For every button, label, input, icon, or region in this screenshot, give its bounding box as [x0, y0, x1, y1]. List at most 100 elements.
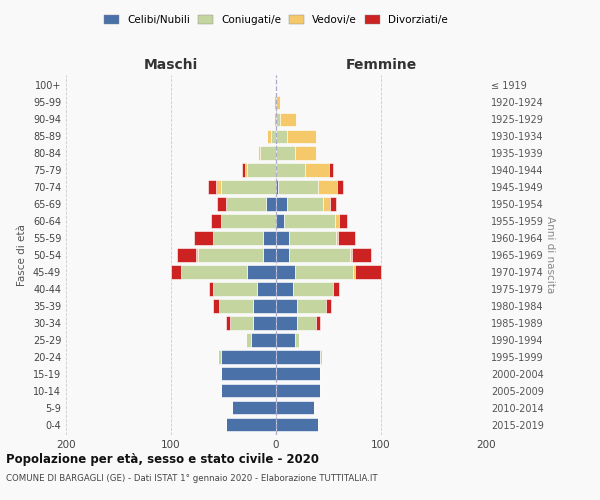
Text: Popolazione per età, sesso e stato civile - 2020: Popolazione per età, sesso e stato civil… [6, 452, 319, 466]
Bar [329, 198, 336, 210]
Bar [274, 96, 276, 109]
Bar [276, 350, 320, 364]
Bar [276, 418, 318, 432]
Bar [326, 300, 331, 312]
Bar [276, 300, 297, 312]
Bar [316, 316, 320, 330]
Bar [220, 300, 253, 312]
Bar [276, 112, 280, 126]
Bar [260, 146, 276, 160]
Bar [213, 232, 263, 244]
Bar [226, 198, 265, 210]
Bar [211, 214, 221, 228]
Bar [287, 130, 316, 143]
Bar [284, 214, 335, 228]
Bar [352, 248, 371, 262]
Bar [276, 367, 320, 380]
Bar [208, 180, 216, 194]
Bar [226, 316, 230, 330]
Bar [278, 180, 318, 194]
Bar [263, 232, 276, 244]
Bar [245, 334, 251, 346]
Bar [353, 266, 355, 278]
Bar [287, 198, 323, 210]
Bar [276, 180, 278, 194]
Bar [276, 282, 293, 296]
Legend: Celibi/Nubili, Coniugati/e, Vedovi/e, Divorziati/e: Celibi/Nubili, Coniugati/e, Vedovi/e, Di… [104, 16, 448, 26]
Bar [221, 350, 276, 364]
Bar [297, 316, 316, 330]
Bar [271, 130, 276, 143]
Bar [289, 232, 336, 244]
Bar [213, 282, 257, 296]
Bar [297, 300, 326, 312]
Bar [276, 164, 305, 176]
Bar [258, 146, 260, 160]
Bar [333, 282, 339, 296]
Bar [217, 198, 226, 210]
Bar [209, 282, 213, 296]
Bar [276, 214, 284, 228]
Bar [276, 198, 287, 210]
Bar [338, 232, 355, 244]
Bar [221, 384, 276, 398]
Bar [178, 248, 196, 262]
Bar [276, 266, 295, 278]
Bar [276, 334, 295, 346]
Y-axis label: Fasce di età: Fasce di età [17, 224, 27, 286]
Bar [226, 418, 276, 432]
Bar [335, 214, 339, 228]
Bar [247, 266, 276, 278]
Bar [263, 248, 276, 262]
Bar [230, 316, 253, 330]
Bar [196, 248, 198, 262]
Bar [276, 316, 297, 330]
Bar [289, 248, 350, 262]
Bar [218, 350, 221, 364]
Bar [276, 130, 287, 143]
Bar [276, 248, 289, 262]
Bar [253, 316, 276, 330]
Bar [295, 146, 316, 160]
Bar [293, 282, 333, 296]
Bar [323, 198, 329, 210]
Bar [216, 180, 221, 194]
Bar [181, 266, 247, 278]
Bar [337, 180, 343, 194]
Bar [194, 232, 213, 244]
Bar [339, 214, 347, 228]
Bar [245, 164, 247, 176]
Bar [265, 198, 276, 210]
Bar [257, 282, 276, 296]
Bar [274, 112, 276, 126]
Bar [247, 164, 276, 176]
Bar [221, 367, 276, 380]
Bar [336, 232, 338, 244]
Bar [349, 248, 352, 262]
Bar [276, 146, 295, 160]
Text: COMUNE DI BARGAGLI (GE) - Dati ISTAT 1° gennaio 2020 - Elaborazione TUTTITALIA.I: COMUNE DI BARGAGLI (GE) - Dati ISTAT 1° … [6, 474, 377, 483]
Bar [242, 164, 245, 176]
Bar [253, 300, 276, 312]
Text: Femmine: Femmine [346, 58, 416, 72]
Bar [198, 248, 263, 262]
Bar [295, 334, 299, 346]
Bar [251, 334, 276, 346]
Bar [276, 96, 280, 109]
Bar [221, 214, 276, 228]
Bar [276, 232, 289, 244]
Bar [232, 401, 276, 414]
Text: Maschi: Maschi [144, 58, 198, 72]
Bar [355, 266, 381, 278]
Bar [320, 350, 322, 364]
Bar [276, 401, 314, 414]
Bar [318, 180, 337, 194]
Y-axis label: Anni di nascita: Anni di nascita [545, 216, 555, 294]
Bar [305, 164, 329, 176]
Bar [213, 300, 220, 312]
Bar [221, 180, 276, 194]
Bar [266, 130, 271, 143]
Bar [280, 112, 296, 126]
Bar [329, 164, 332, 176]
Bar [171, 266, 181, 278]
